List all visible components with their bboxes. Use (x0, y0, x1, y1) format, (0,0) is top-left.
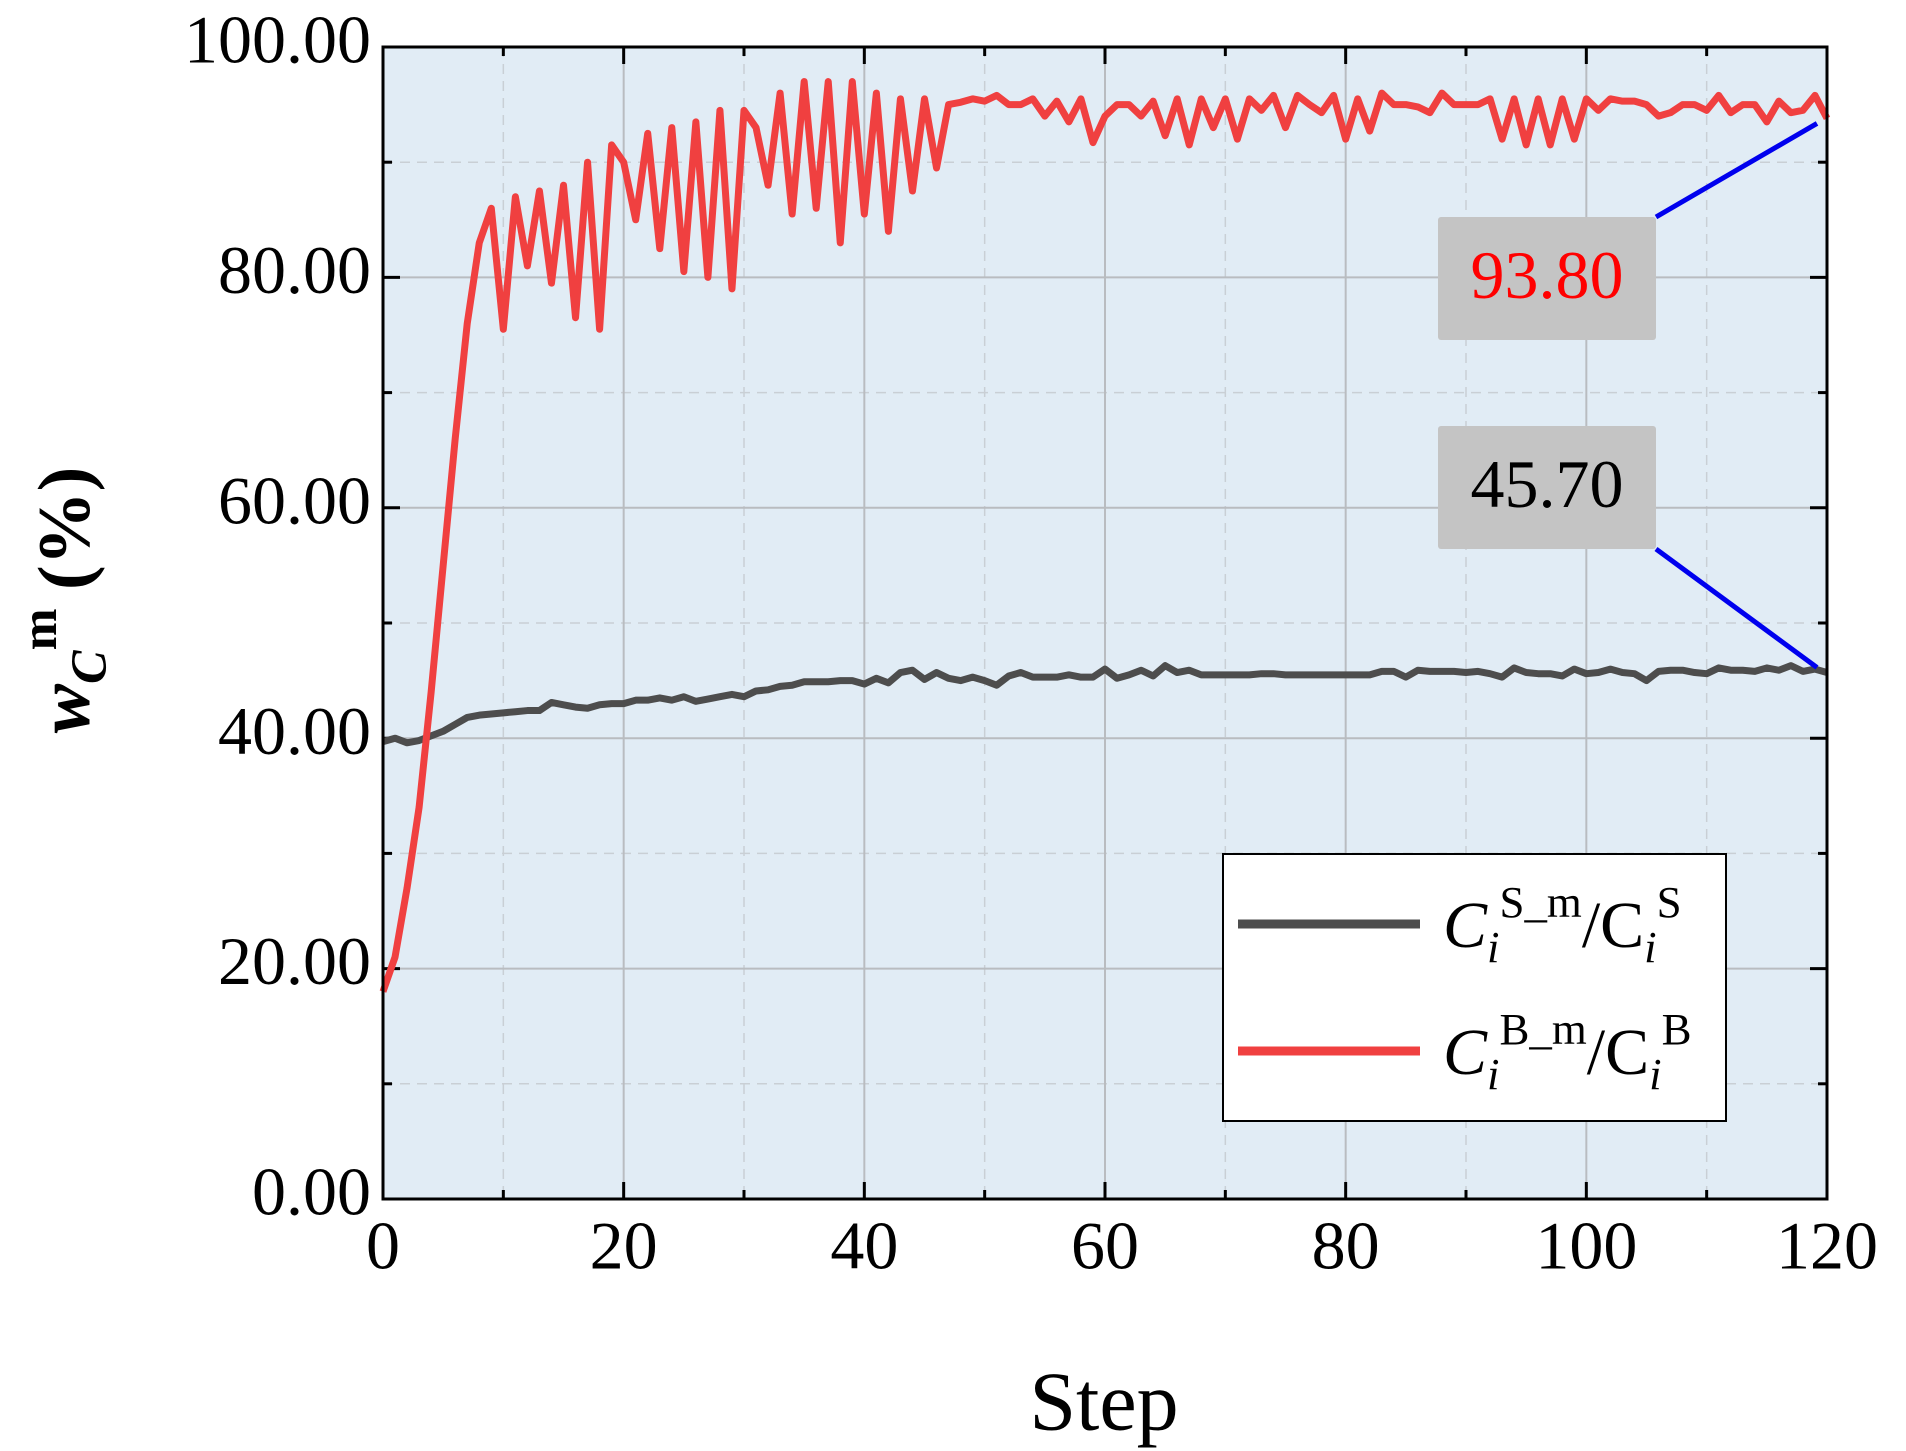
legend-label: CiS_m/CiS (1443, 877, 1682, 972)
annotation-label: 93.80 (1471, 237, 1624, 313)
x-tick-label: 20 (590, 1208, 658, 1284)
x-tick-label: 0 (366, 1208, 400, 1284)
annotation-label: 45.70 (1471, 446, 1624, 522)
series-line (382, 662, 1828, 747)
y-tick-label: 60.00 (218, 462, 371, 538)
annotation-leader (1654, 121, 1819, 220)
y-axis-label: wCm (%) (10, 467, 116, 734)
plot-frame (381, 45, 1829, 1201)
y-tick-label: 20.00 (218, 923, 371, 999)
annotation-leader (1654, 546, 1819, 670)
series-line (379, 78, 1831, 993)
x-tick-label: 40 (830, 1208, 898, 1284)
legend-label: CiB_m/CiB (1443, 1004, 1692, 1099)
y-tick-label: 0.00 (252, 1154, 371, 1230)
x-tick-label: 80 (1312, 1208, 1380, 1284)
annotation-box (1438, 426, 1656, 549)
x-axis-label: Step (1029, 1355, 1178, 1448)
x-tick-label: 60 (1071, 1208, 1139, 1284)
annotation-box (1438, 217, 1656, 340)
x-tick-label: 120 (1776, 1208, 1878, 1284)
y-tick-label: 80.00 (218, 232, 371, 308)
y-tick-label: 40.00 (218, 693, 371, 769)
x-tick-label: 100 (1535, 1208, 1637, 1284)
legend-box (1222, 853, 1727, 1122)
y-tick-label: 100.00 (184, 2, 371, 78)
